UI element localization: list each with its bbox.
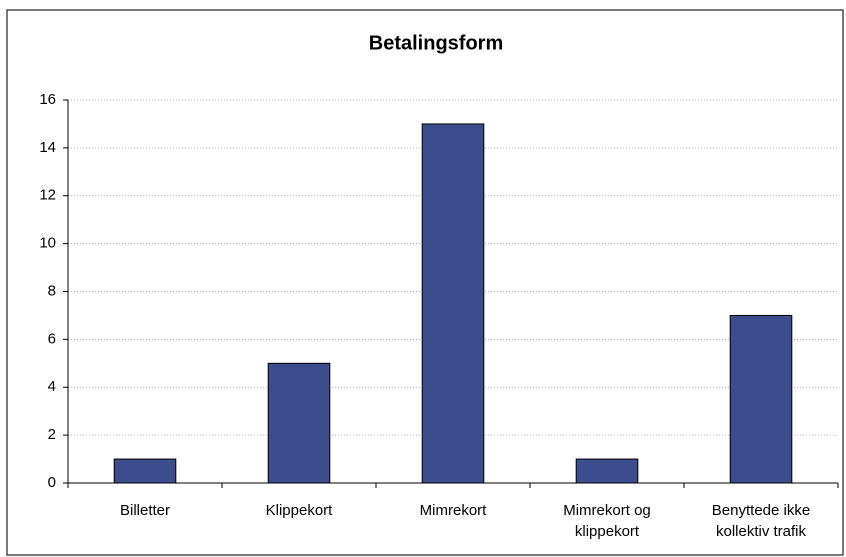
y-tick-label: 6 (48, 330, 56, 347)
x-tick-label: Mimrekort og klippekort (563, 502, 651, 540)
y-tick-label: 16 (39, 91, 56, 108)
x-tick-label: Klippekort (265, 502, 333, 519)
bar (421, 123, 485, 484)
bar (113, 458, 177, 484)
x-tick-label: Benyttede ikke kollektiv trafik (711, 502, 811, 540)
bar (729, 314, 793, 484)
bar (267, 362, 331, 484)
y-tick-label: 10 (39, 235, 56, 252)
x-tick-label: Mimrekort (419, 502, 487, 519)
y-tick-label: 0 (48, 474, 56, 491)
y-tick-label: 2 (48, 426, 56, 443)
chart-title: Betalingsform (369, 32, 503, 54)
y-tick-label: 14 (39, 139, 56, 156)
bar (575, 458, 639, 484)
y-tick-label: 4 (48, 378, 56, 395)
x-tick-label: Billetter (119, 502, 171, 519)
y-tick-label: 8 (48, 282, 56, 299)
y-tick-label: 12 (39, 187, 56, 204)
